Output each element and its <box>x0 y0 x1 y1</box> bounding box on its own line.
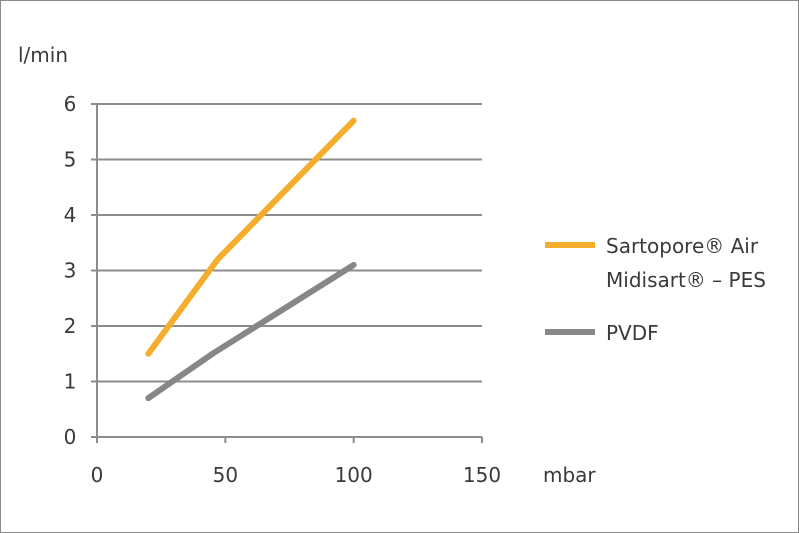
series-line-1 <box>145 261 357 402</box>
y-tick-label: 1 <box>64 370 77 394</box>
series-line-0 <box>145 117 357 357</box>
y-tick-label: 3 <box>64 259 77 283</box>
y-tick-label: 4 <box>64 203 77 227</box>
x-tick-label: 0 <box>91 463 104 487</box>
x-tick-label: 100 <box>335 463 373 487</box>
x-axis-label: mbar <box>543 463 596 487</box>
y-tick-label: 0 <box>64 425 77 449</box>
x-tick-label: 50 <box>213 463 238 487</box>
legend-label: Sartopore® Air <box>606 234 759 258</box>
y-tick-label: 6 <box>64 92 77 116</box>
y-axis-label: l/min <box>18 43 68 67</box>
x-tick-label: 150 <box>463 463 501 487</box>
y-tick-label: 5 <box>64 148 77 172</box>
legend-label: PVDF <box>606 321 659 345</box>
legend-label-line2: Midisart® – PES <box>606 268 766 292</box>
y-tick-label: 2 <box>64 314 77 338</box>
